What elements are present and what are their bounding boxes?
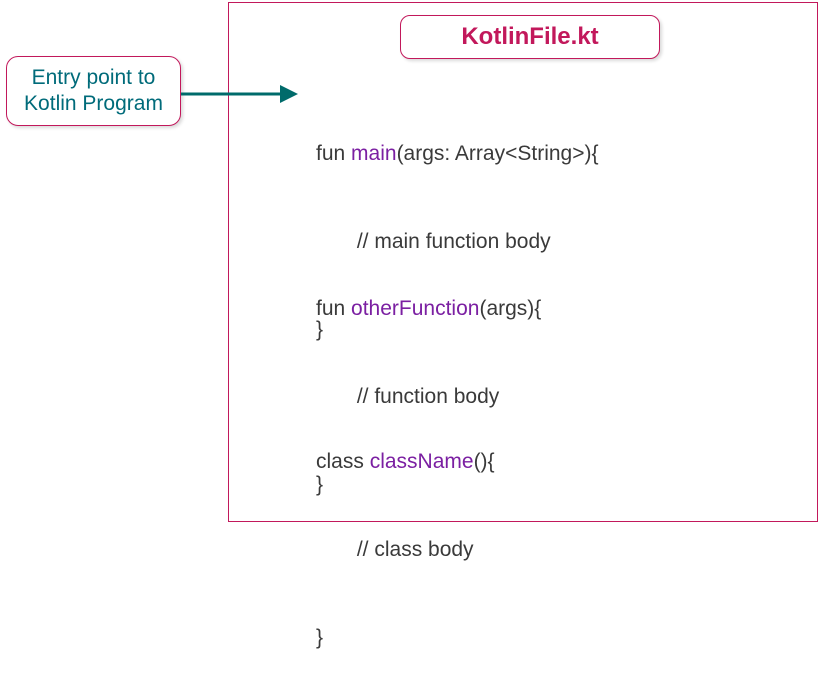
code-line: fun otherFunction(args){: [316, 294, 541, 323]
code-line: fun main(args: Array<String>){: [316, 139, 598, 168]
code-line: class className(){: [316, 447, 495, 476]
code-line: }: [316, 623, 495, 652]
code-line: // class body: [316, 535, 495, 564]
code-block-class: class className(){ // class body }: [316, 388, 495, 682]
